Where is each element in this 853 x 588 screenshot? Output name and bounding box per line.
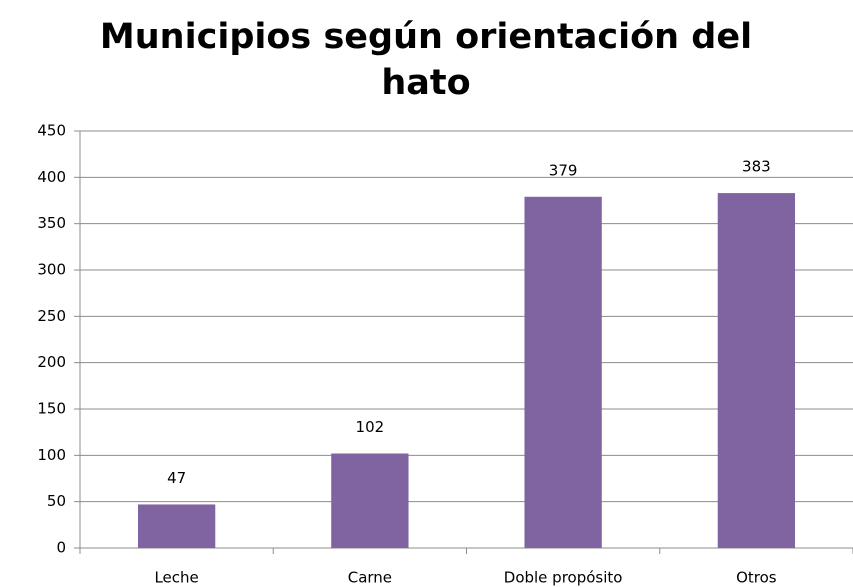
y-tick-label: 0 (56, 539, 66, 557)
x-tick-label: Doble propósito (504, 569, 623, 587)
x-tick-label: Otros (736, 569, 777, 587)
bar (524, 196, 602, 548)
y-tick-label: 400 (37, 168, 66, 186)
x-tick-label: Carne (348, 569, 392, 587)
y-tick-label: 350 (37, 214, 66, 232)
y-tick-label: 200 (37, 353, 66, 371)
data-label: 383 (742, 158, 771, 176)
y-tick-label: 50 (47, 492, 66, 510)
bar (331, 453, 409, 548)
y-tick-label: 250 (37, 307, 66, 325)
y-tick-label: 100 (37, 446, 66, 464)
x-tick-label: Leche (154, 569, 198, 587)
y-tick-label: 450 (37, 122, 66, 140)
data-label: 102 (356, 418, 385, 436)
y-tick-label: 150 (37, 400, 66, 418)
chart-title: Municipios según orientación del hato (99, 17, 753, 103)
data-label: 47 (167, 469, 186, 487)
y-tick-label: 300 (37, 261, 66, 279)
bar (717, 193, 796, 548)
bar (137, 504, 216, 548)
data-label: 379 (549, 161, 578, 179)
